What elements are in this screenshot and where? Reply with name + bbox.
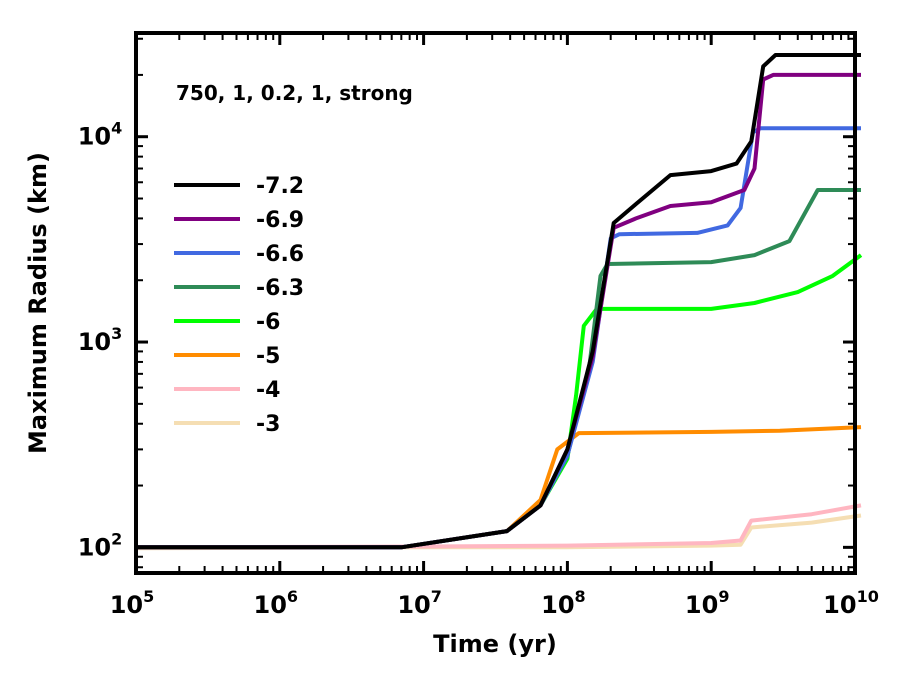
y-tick-label: 103 [78,324,123,356]
legend-label: -7.2 [256,174,304,199]
legend-label: -5 [256,344,280,369]
legend-label: -6.3 [256,276,304,301]
legend-label: -6 [256,310,280,335]
y-tick-labels: 102 103 104 [78,119,123,562]
x-axis-label: Time (yr) [433,630,557,658]
y-tick-label: 104 [78,119,123,151]
x-tick-label: 109 [685,587,730,619]
annotation-label: 750, 1, 0.2, 1, strong [176,81,413,105]
legend-label: -4 [256,378,280,403]
x-tick-labels: 105 106 107 108 109 1010 [110,587,879,619]
x-tick-label: 107 [397,587,442,619]
legend: -7.2 -6.9 -6.6 -6.3 -6 -5 -4 -3 [174,174,304,437]
series-lines [135,53,863,551]
legend-label: -6.6 [256,242,304,267]
y-tick-label: 102 [78,529,123,561]
x-tick-label: 105 [110,587,155,619]
legend-label: -3 [256,412,280,437]
series-line [136,53,861,550]
series-line [135,503,862,550]
x-tick-label: 108 [541,587,586,619]
legend-label: -6.9 [256,208,304,233]
x-tick-label: 106 [254,587,299,619]
plot-frame [134,31,857,575]
y-axis-label: Maximum Radius (km) [24,152,52,454]
x-tick-label: 1010 [823,587,879,619]
